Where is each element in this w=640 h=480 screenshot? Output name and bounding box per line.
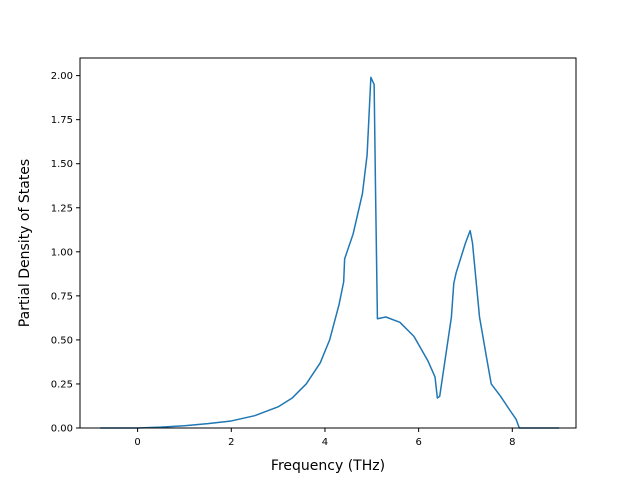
- y-tick-label: 0.25: [51, 379, 73, 390]
- x-axis-ticks: 0 2 4 6 8: [134, 428, 515, 448]
- y-axis-ticks: 0.00 0.25 0.50 0.75 1.00 1.25 1.50 1.75 2.00: [51, 71, 80, 435]
- plot-frame: [79, 57, 577, 429]
- y-axis-label: Partial Density of States: [17, 159, 33, 327]
- y-tick-label: 0.75: [51, 291, 73, 302]
- series-line-0: [100, 76, 560, 429]
- y-tick-label: 0.50: [51, 335, 73, 346]
- y-tick-label: 1.00: [51, 247, 73, 258]
- series-layer: [100, 76, 560, 429]
- x-tick-label: 0: [134, 437, 140, 448]
- y-tick-label: 1.50: [51, 159, 73, 170]
- y-tick-label: 0.00: [51, 424, 73, 435]
- y-tick-label: 1.25: [51, 203, 73, 214]
- x-tick-label: 2: [228, 437, 234, 448]
- y-tick-label: 1.75: [51, 115, 73, 126]
- x-tick-label: 6: [415, 437, 421, 448]
- x-tick-label: 8: [509, 437, 515, 448]
- y-tick-label: 2.00: [51, 71, 73, 82]
- x-axis-label: Frequency (THz): [271, 458, 385, 474]
- x-tick-label: 4: [322, 437, 328, 448]
- plot-area: [80, 58, 576, 428]
